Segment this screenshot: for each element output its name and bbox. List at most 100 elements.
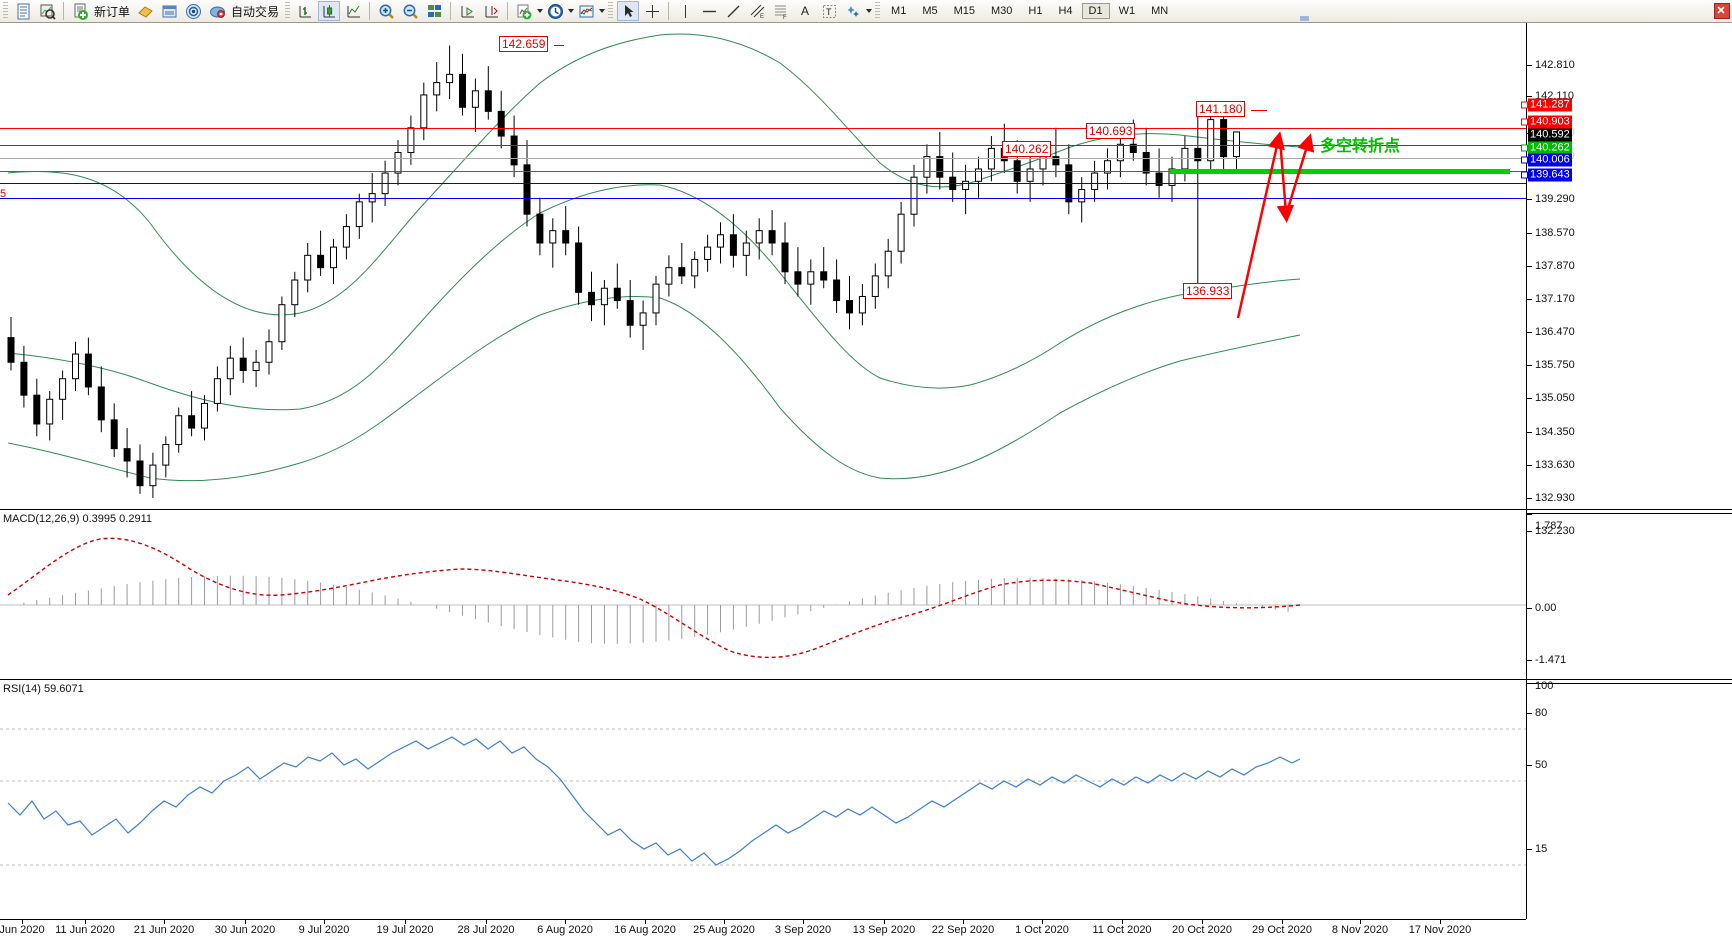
line-handle-139643[interactable]	[1521, 171, 1528, 179]
price-tag-141180[interactable]: 141.180	[1196, 101, 1246, 117]
shapes-icon[interactable]	[842, 1, 864, 21]
price-tick-7: 137.170	[1535, 293, 1575, 305]
price-tick-4: 139.290	[1535, 193, 1575, 205]
date-tick	[85, 920, 86, 924]
tile-windows-icon[interactable]	[423, 1, 445, 21]
indicators-icon[interactable]	[513, 1, 535, 21]
date-label: 3 Sep 2020	[774, 924, 832, 936]
document-icon[interactable]	[12, 1, 34, 21]
timeframe-m15[interactable]: M15	[953, 5, 975, 17]
price-axis[interactable]: 142.810 142.110 141.410 140.700 139.290 …	[1526, 23, 1732, 919]
date-label: 30 Jun 2020	[214, 924, 276, 936]
date-label: 13 Sep 2020	[852, 924, 916, 936]
candlestick-chart-icon[interactable]	[318, 1, 341, 21]
price-badge-139643[interactable]: 139.643	[1528, 168, 1572, 182]
text-label-icon[interactable]: T	[818, 1, 840, 21]
timeframe-d1[interactable]: D1	[1081, 3, 1110, 19]
timeframe-h4[interactable]: H4	[1058, 5, 1073, 17]
crosshair-icon[interactable]	[641, 1, 663, 21]
text-icon[interactable]: A	[801, 4, 810, 18]
tag-leader-1	[554, 45, 564, 46]
date-label: 16 Aug 2020	[614, 924, 676, 936]
toolbar-grip-3[interactable]	[608, 2, 614, 20]
timeframe-m5[interactable]: M5	[922, 5, 938, 17]
timeframe-h1[interactable]: H1	[1028, 5, 1043, 17]
signals-icon[interactable]	[182, 1, 204, 21]
toolbar-grip-2[interactable]	[285, 2, 291, 20]
macd-tick-max: 1.787	[1535, 520, 1563, 532]
toolbar-grip[interactable]	[3, 2, 8, 20]
date-tick	[486, 920, 487, 924]
projection-arrows[interactable]	[1180, 103, 1360, 333]
period-dropdown-caret[interactable]	[568, 9, 575, 13]
price-badge-140903[interactable]: 140.903	[1528, 115, 1572, 129]
new-order-icon[interactable]	[69, 1, 91, 21]
shift-end-icon[interactable]	[456, 1, 478, 21]
autoscroll-icon[interactable]	[480, 1, 502, 21]
price-tick-9: 135.750	[1535, 359, 1575, 371]
price-pane[interactable]: 5	[0, 23, 1526, 503]
date-axis[interactable]: Jun 2020 11 Jun 2020 21 Jun 2020 30 Jun 202…	[0, 919, 1526, 946]
date-label: 8 Nov 2020	[1331, 924, 1389, 936]
last-price-line	[0, 158, 1526, 159]
trendline-icon[interactable]	[722, 1, 744, 21]
date-tick	[1122, 920, 1123, 924]
period-clock-icon[interactable]	[544, 1, 566, 21]
price-tag-142659[interactable]: 142.659	[499, 36, 549, 52]
shapes-dropdown-caret[interactable]	[866, 9, 873, 13]
chart-scroll-marker[interactable]	[1300, 16, 1309, 21]
vertical-line-icon[interactable]	[674, 1, 696, 21]
new-order-label[interactable]: 新订单	[94, 4, 131, 19]
indicators-dropdown-caret[interactable]	[537, 9, 544, 13]
toolbar-separator	[63, 2, 64, 20]
expert-advisor-icon[interactable]	[134, 1, 156, 21]
timeframe-w1[interactable]: W1	[1118, 5, 1136, 17]
timeframe-mn[interactable]: MN	[1151, 5, 1169, 17]
market-icon[interactable]	[206, 1, 228, 21]
price-badge-140006[interactable]: 140.006	[1528, 153, 1572, 167]
equidistant-channel-icon[interactable]: E	[746, 1, 768, 21]
data-window-icon[interactable]	[158, 1, 180, 21]
line-handle-140006[interactable]	[1521, 156, 1528, 164]
templates-icon[interactable]	[575, 1, 597, 21]
pivot-zone-highlight[interactable]	[1170, 169, 1510, 174]
date-tick	[565, 920, 566, 924]
date-tick	[1202, 920, 1203, 924]
price-tag-136933[interactable]: 136.933	[1183, 283, 1233, 299]
price-tag-140262[interactable]: 140.262	[1002, 141, 1052, 157]
timeframe-m1[interactable]: M1	[891, 5, 907, 17]
line-chart-icon[interactable]	[342, 1, 364, 21]
cursor-icon[interactable]	[617, 1, 640, 21]
line-handle-141287[interactable]	[1521, 101, 1528, 109]
line-handle-140262[interactable]	[1521, 144, 1528, 152]
tag-leader-2	[1251, 110, 1267, 111]
bar-chart-icon[interactable]	[294, 1, 316, 21]
date-tick	[803, 920, 804, 924]
macd-tick-zero: 0.00	[1535, 602, 1557, 614]
rsi-pane[interactable]: RSI(14) 59.6071	[0, 683, 1526, 919]
svg-text:F: F	[783, 15, 787, 20]
templates-dropdown-caret[interactable]	[599, 9, 606, 13]
search-chart-icon[interactable]	[36, 1, 58, 21]
price-badge-140262[interactable]: 140.262	[1528, 141, 1572, 155]
price-badge-141287[interactable]: 141.287	[1528, 98, 1572, 112]
horizontal-line-icon[interactable]	[698, 1, 720, 21]
line-handle-140903[interactable]	[1521, 118, 1528, 126]
zoom-out-icon[interactable]	[399, 1, 421, 21]
macd-pane[interactable]: MACD(12,26,9) 0.3995 0.2911	[0, 513, 1526, 673]
toolbar-grip-4[interactable]	[875, 2, 881, 20]
date-tick	[1440, 920, 1441, 924]
close-icon[interactable]	[1714, 3, 1730, 19]
date-tick	[1042, 920, 1043, 924]
timeframe-m30[interactable]: M30	[991, 5, 1013, 17]
price-tag-140693[interactable]: 140.693	[1086, 123, 1136, 139]
zoom-in-icon[interactable]	[375, 1, 397, 21]
price-badge-140592[interactable]: 140.592	[1528, 128, 1572, 142]
fibonacci-icon[interactable]: F	[770, 1, 792, 21]
main-toolbar: 新订单 自动交易	[0, 0, 1732, 23]
date-label: 17 Nov 2020	[1408, 924, 1472, 936]
candlestick-series	[7, 45, 1240, 499]
date-label: 28 Jul 2020	[457, 924, 515, 936]
chinese-annotation-label[interactable]: 多空转折点	[1320, 136, 1401, 155]
autotrading-label[interactable]: 自动交易	[231, 4, 280, 19]
